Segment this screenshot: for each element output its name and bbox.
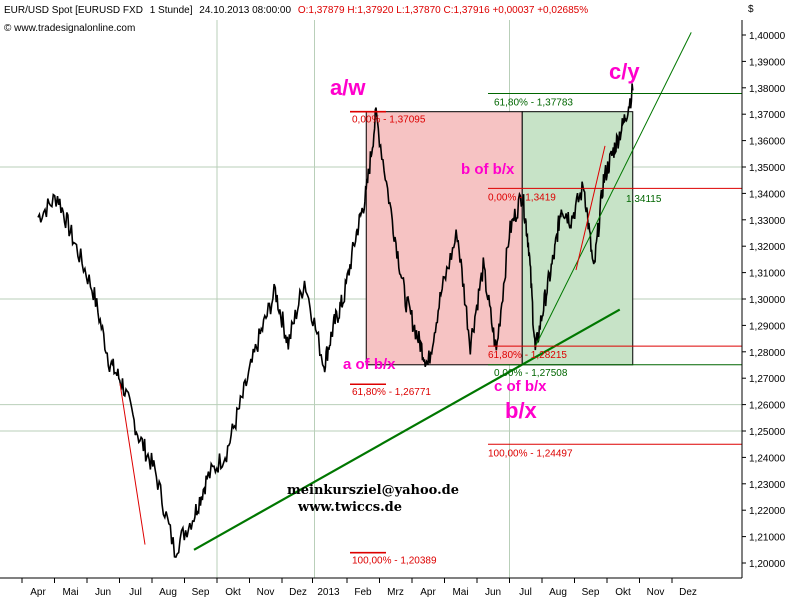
wave-label: c/y (609, 59, 640, 84)
wave-label: a of b/x (343, 356, 396, 373)
y-tick-label: 1,23000 (749, 480, 786, 491)
header-ohlc: O:1,37879 H:1,37920 L:1,37870 C:1,37916 … (298, 5, 588, 16)
fib-label-red: 0,00% - 1,37095 (352, 115, 426, 126)
fib-levels: 0,00% - 1,37095 61,80% - 1,26771 100,00% -… (350, 93, 742, 567)
x-tick-label: Jun (485, 587, 501, 598)
fib-label-red-2: 0,00% - 1,3419 (488, 192, 556, 203)
y-tick-label: 1,32000 (749, 242, 786, 253)
wave-label: b of b/x (461, 161, 515, 178)
price-line (37, 83, 634, 559)
y-tick-label: 1,38000 (749, 84, 786, 95)
y-tick-label: 1,29000 (749, 321, 786, 332)
trend-lines (119, 32, 692, 551)
currency-symbol: $ (748, 4, 754, 15)
x-tick-label: Mai (62, 587, 78, 598)
header-timestamp: 24.10.2013 08:00:00 (199, 5, 291, 16)
x-tick-label: Nov (257, 587, 275, 598)
header-timeframe: 1 Stunde] (150, 5, 193, 16)
x-tick-label: Sep (192, 587, 210, 598)
x-axis: Apr Mai Jun Jul Aug Sep Okt Nov Dez 2013 Feb Mrz Apr… (21, 578, 697, 598)
y-tick-label: 1,26000 (749, 401, 786, 412)
wave-annotations: a/w c/y b of b/x a of b/x c of b/x b/x (330, 59, 640, 423)
y-tick-label: 1,28000 (749, 348, 786, 359)
fib-label-red: 100,00% - 1,20389 (352, 556, 437, 567)
x-tick-label: 2013 (317, 587, 340, 598)
fib-label-red-2: 61,80% - 1,28215 (488, 350, 567, 361)
contact-email: meinkursziel@yahoo.de (287, 483, 459, 498)
x-tick-label: Okt (225, 587, 241, 598)
y-tick-label: 1,35000 (749, 163, 786, 174)
chart-header: EUR/USD Spot [EURUSD FXD 1 Stunde] 24.10… (4, 5, 588, 16)
price-series (37, 83, 634, 559)
price-tag-label: 1,34115 (626, 194, 662, 205)
wave-label: c of b/x (494, 378, 547, 395)
y-tick-label: 1,24000 (749, 453, 786, 464)
x-tick-label: Apr (420, 587, 436, 598)
y-tick-label: 1,30000 (749, 295, 786, 306)
trendline-long (193, 308, 621, 551)
x-tick-label: Nov (647, 587, 665, 598)
header-instrument: EUR/USD Spot [EURUSD FXD (4, 5, 143, 16)
x-tick-label: Aug (159, 587, 177, 598)
x-tick-label: Feb (354, 587, 372, 598)
x-tick-label: Jul (519, 587, 532, 598)
y-tick-label: 1,33000 (749, 216, 786, 227)
wave-label: a/w (330, 75, 366, 100)
wave-label: b/x (505, 398, 538, 423)
x-tick-label: Mrz (387, 587, 404, 598)
y-tick-label: 1,40000 (749, 31, 786, 42)
x-tick-label: Aug (549, 587, 567, 598)
x-tick-label: Mai (452, 587, 468, 598)
x-tick-label: Dez (289, 587, 307, 598)
y-tick-label: 1,34000 (749, 189, 786, 200)
fib-label-green: 0,00% - 1,27508 (494, 368, 568, 379)
contact-website: www.twiccs.de (297, 500, 402, 515)
y-tick-label: 1,22000 (749, 506, 786, 517)
y-tick-label: 1,36000 (749, 137, 786, 148)
header-website: © www.tradesignalonline.com (4, 23, 135, 34)
fib-label-red-2: 100,00% - 1,24497 (488, 448, 573, 459)
fib-label-green: 61,80% - 1,37783 (494, 98, 573, 109)
trendline-steep (534, 32, 692, 347)
red-guide-line (575, 145, 606, 271)
fib-label-red: 61,80% - 1,26771 (352, 387, 431, 398)
x-tick-label: Okt (615, 587, 631, 598)
x-tick-label: Apr (30, 587, 46, 598)
y-tick-label: 1,31000 (749, 269, 786, 280)
y-tick-label: 1,25000 (749, 427, 786, 438)
x-tick-label: Sep (582, 587, 600, 598)
y-tick-label: 1,37000 (749, 110, 786, 121)
x-tick-label: Jun (95, 587, 111, 598)
y-tick-label: 1,20000 (749, 559, 786, 570)
y-tick-label: 1,27000 (749, 374, 786, 385)
x-tick-label: Dez (679, 587, 697, 598)
y-tick-label: 1,21000 (749, 533, 786, 544)
y-tick-label: 1,39000 (749, 57, 786, 68)
red-guide-line (119, 383, 146, 545)
zone-box (365, 111, 523, 366)
x-tick-label: Jul (129, 587, 142, 598)
y-axis: 1,40000 1,39000 1,38000 1,37000 1,36000 1,350… (742, 31, 786, 570)
